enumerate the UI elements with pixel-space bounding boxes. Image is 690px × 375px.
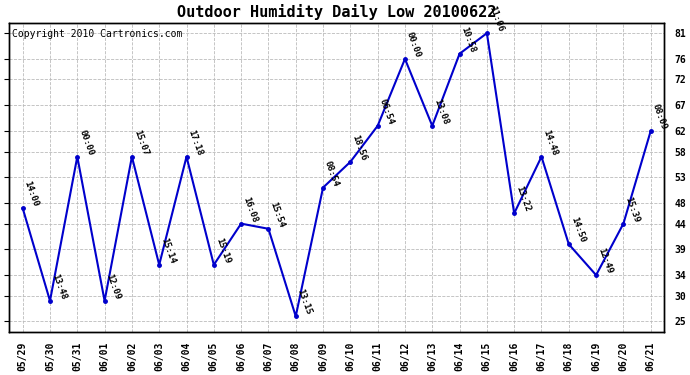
Text: 13:15: 13:15 [296,288,313,316]
Text: 15:39: 15:39 [623,195,641,223]
Text: 14:50: 14:50 [569,216,586,244]
Text: 08:09: 08:09 [651,103,669,131]
Text: 14:00: 14:00 [23,180,40,208]
Text: 16:08: 16:08 [241,195,259,223]
Text: 11:06: 11:06 [487,5,504,33]
Text: 14:48: 14:48 [542,128,559,157]
Text: 15:54: 15:54 [268,201,286,229]
Text: 10:58: 10:58 [460,26,477,54]
Text: 15:07: 15:07 [132,128,150,157]
Text: 00:00: 00:00 [405,31,422,59]
Text: 08:54: 08:54 [323,159,341,188]
Text: 13:08: 13:08 [432,98,450,126]
Text: 15:19: 15:19 [214,237,231,265]
Text: 15:14: 15:14 [159,237,177,265]
Text: 17:18: 17:18 [186,128,204,157]
Text: 13:48: 13:48 [50,273,68,301]
Text: Copyright 2010 Cartronics.com: Copyright 2010 Cartronics.com [12,29,183,39]
Text: 00:00: 00:00 [77,128,95,157]
Text: 13:22: 13:22 [514,185,532,213]
Text: 12:09: 12:09 [105,273,122,301]
Text: 12:49: 12:49 [596,247,613,275]
Text: 06:54: 06:54 [377,98,395,126]
Text: 18:56: 18:56 [351,134,368,162]
Title: Outdoor Humidity Daily Low 20100622: Outdoor Humidity Daily Low 20100622 [177,4,496,20]
